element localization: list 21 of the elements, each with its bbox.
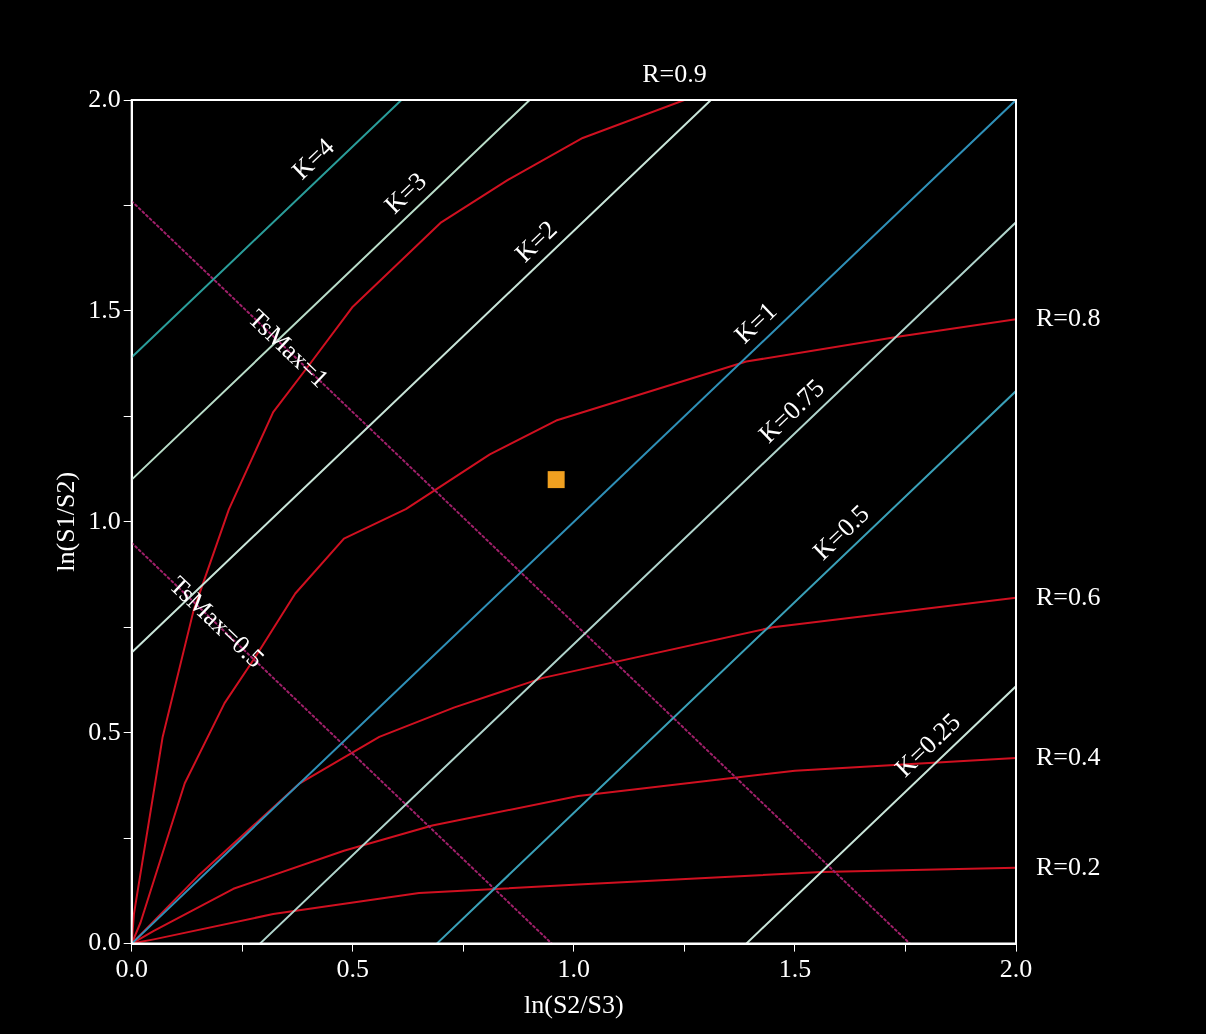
text: K=4 <box>286 132 340 186</box>
x-tick-label: 1.5 <box>778 954 812 984</box>
text: K=1 <box>728 296 783 350</box>
y-tick-label: 1.5 <box>88 294 121 324</box>
y-tick-label: 2.0 <box>88 83 121 113</box>
text: K=2 <box>509 214 563 268</box>
series-label: R=0.8 <box>1036 303 1101 333</box>
y-tick-label: 0.0 <box>88 927 121 957</box>
x-tick-label: 2.0 <box>999 954 1033 984</box>
x-axis-title: ln(S2/S3) <box>524 990 624 1020</box>
series-label: R=0.9 <box>642 58 707 88</box>
series-label: R=0.4 <box>1036 741 1101 771</box>
x-tick-label: 1.0 <box>557 954 591 984</box>
y-tick-label: 1.0 <box>88 505 121 535</box>
y-axis-title: ln(S1/S2) <box>51 471 81 572</box>
x-tick-label: 0.0 <box>115 954 148 984</box>
series-label: R=0.6 <box>1036 581 1101 611</box>
x-tick-label: 0.5 <box>336 954 370 984</box>
text: K=3 <box>378 166 433 220</box>
series-label: R=0.2 <box>1036 851 1101 881</box>
y-tick-label: 0.5 <box>88 716 121 746</box>
